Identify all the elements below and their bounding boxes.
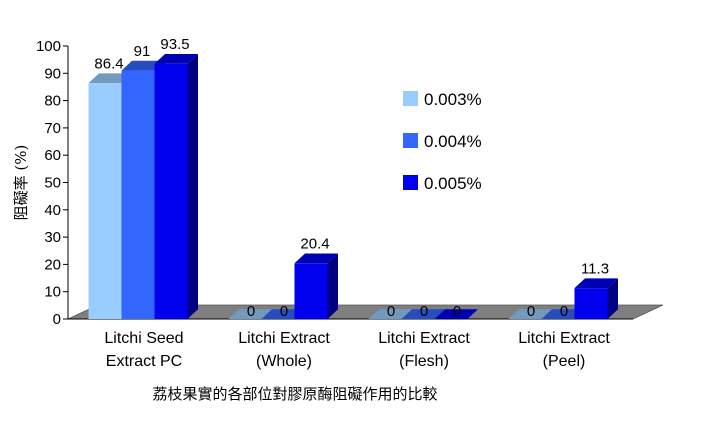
bar (228, 309, 272, 319)
legend-swatch (403, 91, 418, 106)
y-tick-label: 60 (44, 147, 61, 164)
x-tick-label: Litchi Extract (Peel) (518, 330, 610, 370)
bar (154, 53, 198, 320)
data-label: 11.3 (581, 260, 609, 277)
bar-top (401, 309, 445, 319)
data-label: 20.4 (300, 236, 329, 253)
bar (508, 309, 552, 319)
bar-side (607, 278, 618, 319)
bar-top (261, 309, 305, 319)
bar (401, 309, 445, 319)
bar-front (294, 263, 328, 319)
y-tick-label: 20 (44, 256, 61, 273)
data-label: 93.5 (160, 36, 189, 53)
bar (541, 309, 585, 319)
data-label: 0 (420, 303, 428, 320)
y-tick-label: 10 (44, 284, 61, 301)
bar-side (327, 253, 338, 319)
y-tick-label: 90 (44, 65, 61, 82)
data-label: 0 (387, 303, 395, 320)
bar-top (88, 73, 132, 84)
data-label: 0 (280, 303, 288, 320)
bar-top (121, 60, 165, 71)
legend-label: 0.005% (424, 174, 482, 193)
bar-front (121, 70, 155, 319)
y-tick-label: 70 (44, 120, 61, 137)
data-label: 0 (453, 303, 461, 320)
bar-top (154, 53, 198, 64)
data-label: 0 (247, 303, 255, 320)
bar-front (154, 63, 188, 320)
legend-label: 0.004% (424, 132, 482, 151)
data-label: 91 (134, 43, 151, 60)
bar (261, 309, 305, 319)
bar-top (574, 278, 618, 289)
data-label: 0 (560, 303, 568, 320)
y-axis-title: 阻礙率 (%) (12, 145, 30, 221)
x-tick-label: Litchi Extract (Flesh) (378, 330, 470, 370)
bar (434, 309, 478, 319)
y-tick-label: 40 (44, 202, 61, 219)
bar-front (88, 83, 122, 320)
y-tick-label: 80 (44, 93, 61, 110)
data-label: 86.4 (94, 55, 123, 72)
y-tick-label: 100 (36, 38, 61, 55)
y-tick-label: 50 (44, 175, 61, 192)
x-tick-label: Litchi Extract (Whole) (238, 330, 330, 370)
bar-top (508, 309, 552, 319)
chart-caption: 荔枝果實的各部位對膠原酶阻礙作用的比較 (152, 385, 437, 403)
bar (574, 278, 618, 319)
bar-top (434, 309, 478, 319)
legend-label: 0.003% (424, 90, 482, 109)
bar-top (228, 309, 272, 319)
bar (368, 309, 412, 319)
x-tick-label: Litchi Seed Extract PC (104, 330, 183, 370)
bar-top (294, 253, 338, 264)
bar-top (541, 309, 585, 319)
bar (294, 253, 338, 319)
bar-side (187, 53, 198, 319)
y-tick-label: 30 (44, 229, 61, 246)
bar-top (368, 309, 412, 319)
bar-front (574, 288, 608, 319)
y-tick-label: 0 (53, 311, 61, 328)
legend-swatch (403, 133, 418, 148)
data-label: 0 (527, 303, 535, 320)
legend-swatch (403, 175, 418, 190)
